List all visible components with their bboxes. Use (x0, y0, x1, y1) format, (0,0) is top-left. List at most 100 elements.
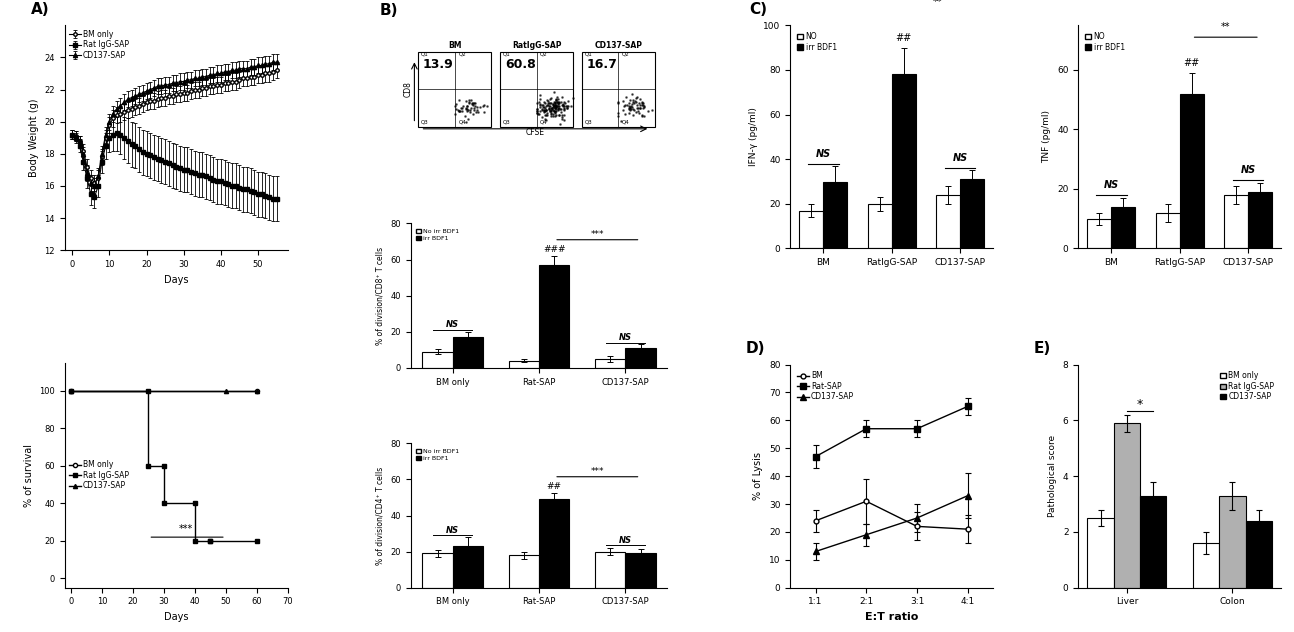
Bar (422, 351, 453, 368)
Point (534, 102, 555, 112)
Point (543, 99, 564, 109)
Point (549, 101, 569, 111)
Point (533, 102, 554, 112)
Point (527, 98, 547, 108)
Point (527, 104, 547, 114)
Point (556, 100, 577, 111)
Point (545, 100, 565, 111)
Point (529, 109, 550, 119)
Point (628, 106, 648, 116)
Point (560, 100, 581, 111)
Point (532, 112, 553, 122)
Point (546, 101, 567, 111)
Point (527, 106, 547, 116)
Text: ##: ## (546, 482, 562, 492)
Bar (1247, 192, 1272, 248)
Point (529, 106, 550, 116)
Point (549, 99, 569, 109)
Point (445, 99, 466, 109)
Point (541, 103, 562, 113)
Point (554, 115, 575, 125)
Point (545, 111, 565, 121)
Point (538, 98, 559, 108)
Point (547, 98, 568, 108)
Point (630, 94, 651, 104)
Point (633, 100, 653, 110)
Point (554, 103, 575, 113)
Point (457, 106, 477, 116)
Point (619, 98, 639, 108)
Text: 60.8: 60.8 (505, 58, 536, 71)
Point (555, 99, 576, 109)
Point (534, 98, 555, 108)
Point (533, 105, 554, 115)
Point (527, 104, 547, 114)
Point (536, 115, 556, 125)
Point (543, 100, 564, 111)
Point (541, 111, 562, 121)
Point (631, 100, 652, 111)
Point (467, 105, 488, 115)
Point (527, 106, 547, 116)
Text: NS: NS (815, 149, 831, 159)
Point (554, 105, 575, 115)
Point (546, 101, 567, 111)
Point (457, 101, 477, 111)
Bar (453, 546, 483, 588)
Point (545, 103, 565, 113)
Point (538, 97, 559, 107)
Point (620, 102, 641, 112)
Text: C): C) (749, 2, 767, 17)
Point (466, 107, 487, 117)
Point (459, 107, 480, 117)
Point (624, 106, 644, 116)
Point (538, 104, 559, 114)
Point (534, 105, 555, 115)
Point (631, 110, 652, 120)
Point (474, 107, 494, 118)
Text: NS: NS (1241, 166, 1255, 175)
Point (547, 101, 568, 111)
Text: 13.9: 13.9 (423, 58, 454, 71)
Bar (540, 265, 569, 368)
Point (554, 110, 575, 120)
Bar (1219, 495, 1246, 588)
Y-axis label: Pathological score: Pathological score (1048, 435, 1057, 517)
Point (450, 102, 471, 112)
Point (626, 92, 647, 102)
Point (547, 97, 568, 107)
Text: Q3: Q3 (421, 119, 428, 125)
Point (545, 100, 565, 110)
Bar (823, 181, 848, 248)
Point (457, 104, 477, 114)
Text: Q1: Q1 (503, 52, 511, 57)
Text: Q3: Q3 (503, 119, 511, 125)
Point (549, 110, 569, 120)
Point (474, 100, 494, 110)
Point (537, 108, 558, 118)
Point (527, 107, 547, 118)
Legend: No irr BDF1, irr BDF1: No irr BDF1, irr BDF1 (414, 227, 462, 243)
Point (549, 97, 569, 107)
Bar (540, 499, 569, 588)
Point (541, 98, 562, 108)
Point (542, 99, 563, 109)
Point (533, 107, 554, 117)
Bar (1193, 543, 1219, 588)
Point (534, 114, 555, 125)
Point (462, 99, 483, 109)
Text: ##: ## (895, 33, 912, 43)
Point (634, 101, 655, 111)
Point (622, 104, 643, 114)
Point (631, 111, 652, 121)
Point (533, 97, 554, 107)
Point (455, 102, 476, 112)
Bar (1112, 207, 1135, 248)
Text: NS: NS (952, 154, 968, 164)
Point (626, 107, 647, 118)
Point (553, 100, 573, 110)
Point (528, 97, 549, 107)
Point (543, 106, 564, 116)
Bar (1180, 94, 1203, 248)
Point (543, 97, 564, 107)
